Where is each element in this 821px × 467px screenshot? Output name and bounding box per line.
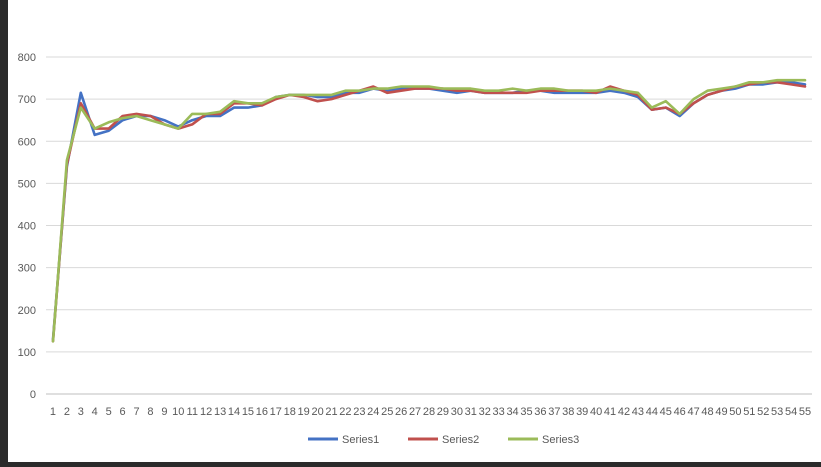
series-line-series1 [51,81,807,341]
x-tick-label: 36 [534,406,546,418]
x-tick-label: 45 [660,406,672,418]
x-tick-label: 50 [729,406,741,418]
x-tick-label: 33 [493,406,505,418]
x-tick-label: 24 [367,406,379,418]
x-tick-label: 2 [64,406,70,418]
x-tick-label: 16 [256,406,268,418]
x-tick-label: 25 [381,406,393,418]
x-tick-label: 11 [187,406,198,418]
legend-label-series3: Series3 [542,434,579,446]
x-tick-label: 1 [50,406,56,418]
x-tick-label: 34 [506,406,518,418]
series-line-series3 [51,78,807,343]
x-tick-label: 53 [771,406,783,418]
y-tick-label: 300 [18,263,36,275]
x-tick-label: 29 [437,406,449,418]
x-tick-label: 35 [520,406,532,418]
y-tick-label: 400 [18,221,36,233]
x-tick-label: 7 [133,406,139,418]
y-tick-label: 700 [18,94,36,106]
x-tick-label: 22 [339,406,351,418]
x-tick-label: 39 [576,406,588,418]
x-tick-label: 41 [604,406,616,418]
x-tick-label: 17 [270,406,282,418]
x-tick-label: 32 [479,406,491,418]
x-tick-label: 44 [646,406,658,418]
x-tick-label: 5 [106,406,112,418]
x-tick-label: 20 [311,406,323,418]
x-tick-label: 52 [757,406,769,418]
x-tick-label: 9 [161,406,167,418]
x-tick-label: 30 [451,406,463,418]
x-tick-label: 21 [325,406,337,418]
x-tick-label: 18 [284,406,296,418]
x-tick-label: 49 [715,406,727,418]
legend-label-series1: Series1 [342,434,379,446]
chart-area: 0 100 200 300 400 500 600 700 800 1 2 3 4 5 6 7 8 9 10 11 12… [8,0,821,462]
x-tick-label: 3 [78,406,84,418]
x-tick-label: 8 [147,406,153,418]
y-tick-label: 600 [18,136,36,148]
x-tick-label: 14 [228,406,240,418]
x-tick-label: 15 [242,406,254,418]
x-tick-label: 54 [785,406,797,418]
x-tick-label: 27 [409,406,421,418]
x-tick-label: 48 [701,406,713,418]
x-tick-label: 46 [674,406,686,418]
y-tick-label: 800 [18,52,36,64]
y-tick-label: 500 [18,178,36,190]
x-tick-label: 37 [548,406,560,418]
x-tick-label: 51 [743,406,755,418]
x-tick-label: 43 [632,406,644,418]
x-tick-label: 31 [465,406,477,418]
x-tick-label: 23 [353,406,365,418]
x-tick-label: 6 [120,406,126,418]
x-tick-label: 38 [562,406,574,418]
x-tick-label: 40 [590,406,602,418]
x-tick-label: 47 [687,406,699,418]
legend-label-series2: Series2 [442,434,479,446]
x-tick-label: 42 [618,406,630,418]
y-tick-label: 0 [30,389,36,401]
x-tick-label: 28 [423,406,435,418]
x-tick-label: 4 [92,406,98,418]
x-tick-label: 55 [799,406,811,418]
x-tick-label: 10 [172,406,184,418]
x-tick-label: 26 [395,406,407,418]
x-tick-label: 13 [214,406,226,418]
y-tick-label: 100 [18,347,36,359]
y-tick-label: 200 [18,305,36,317]
x-tick-label: 12 [200,406,212,418]
x-tick-label: 19 [298,406,310,418]
